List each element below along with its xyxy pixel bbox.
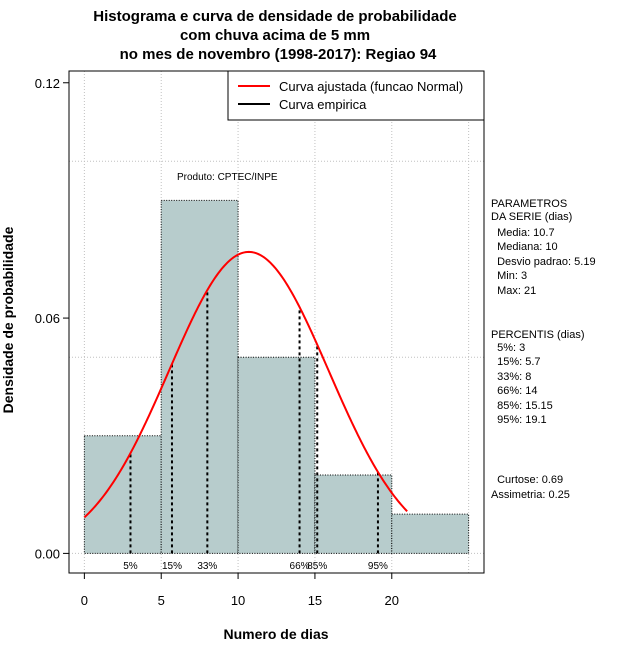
- legend: Curva ajustada (funcao Normal) Curva emp…: [227, 70, 485, 121]
- legend-empirical-label: Curva empirica: [279, 97, 367, 112]
- credit-text: Produto: CPTEC/INPE: [177, 172, 278, 183]
- x-axis-label: Numero de dias: [223, 626, 328, 642]
- y-axis-label: Densidade de probabilidade: [0, 226, 16, 413]
- params-line: PARAMETROS: [491, 198, 567, 210]
- fitted-normal-curve: [83, 250, 408, 519]
- percentis-line: 85%: 15.15: [491, 400, 553, 412]
- x-tick-label: 5: [158, 593, 165, 608]
- y-tick-label: 0.12: [35, 76, 60, 91]
- percentile-label: 5%: [123, 561, 138, 572]
- params-line: DA SERIE (dias): [491, 211, 572, 223]
- percentile-label: 85%: [307, 561, 327, 572]
- y-tick-label: 0.06: [35, 311, 60, 326]
- legend-fitted-label: Curva ajustada (funcao Normal): [279, 79, 463, 94]
- percentile-label: 15%: [162, 561, 182, 572]
- x-tick-label: 15: [308, 593, 322, 608]
- series-parameters: PARAMETROS DA SERIE (dias) Media: 10.7 M…: [491, 198, 596, 297]
- chart-title-line-2: com chuva acima de 5 mm: [180, 27, 370, 44]
- percentile-label: 33%: [197, 561, 217, 572]
- params-line: Min: 3: [491, 270, 527, 282]
- y-axis: 0.00 0.06 0.12: [35, 76, 69, 561]
- params-line: Max: 21: [491, 285, 536, 297]
- percentis-line: PERCENTIS (dias): [491, 329, 585, 341]
- params-line: Mediana: 10: [491, 241, 558, 253]
- percentis-line: 66%: 14: [491, 385, 537, 397]
- percentile-label: 66%: [290, 561, 310, 572]
- histogram-bar: [314, 474, 393, 554]
- histogram-bar: [237, 356, 316, 554]
- legend-box: [227, 70, 485, 121]
- x-tick-label: 0: [81, 593, 88, 608]
- y-tick-label: 0.00: [35, 546, 60, 561]
- histogram-bar: [83, 435, 162, 554]
- kurtosis-line: Curtose: 0.69: [491, 474, 563, 486]
- x-tick-label: 10: [231, 593, 245, 608]
- params-line: Desvio padrao: 5.19: [491, 256, 596, 268]
- shape-statistics: Curtose: 0.69 Assimetria: 0.25: [491, 474, 570, 501]
- percentis-line: 5%: 3: [491, 342, 525, 354]
- x-axis: 0 5 10 15 20: [81, 573, 399, 608]
- percentile-labels: 5% 15% 33% 66%85% 95%: [123, 561, 388, 572]
- percentile-label: 95%: [368, 561, 388, 572]
- params-line: Media: 10.7: [491, 227, 555, 239]
- skewness-line: Assimetria: 0.25: [491, 489, 570, 501]
- percentis-line: 95%: 19.1: [491, 414, 547, 426]
- percentile-lines: [129, 290, 379, 554]
- chart-title-line-3: no mes de novembro (1998-2017): Regiao 9…: [120, 46, 437, 63]
- histogram-bars: [83, 199, 470, 554]
- percentis-line: 15%: 5.7: [491, 356, 541, 368]
- chart-title-line-1: Histograma e curva de densidade de proba…: [93, 8, 456, 25]
- x-tick-label: 20: [385, 593, 399, 608]
- histogram-bar: [391, 513, 470, 554]
- percentis-line: 33%: 8: [491, 371, 531, 383]
- percentiles-list: PERCENTIS (dias) 5%: 3 15%: 5.7 33%: 8 6…: [491, 329, 585, 426]
